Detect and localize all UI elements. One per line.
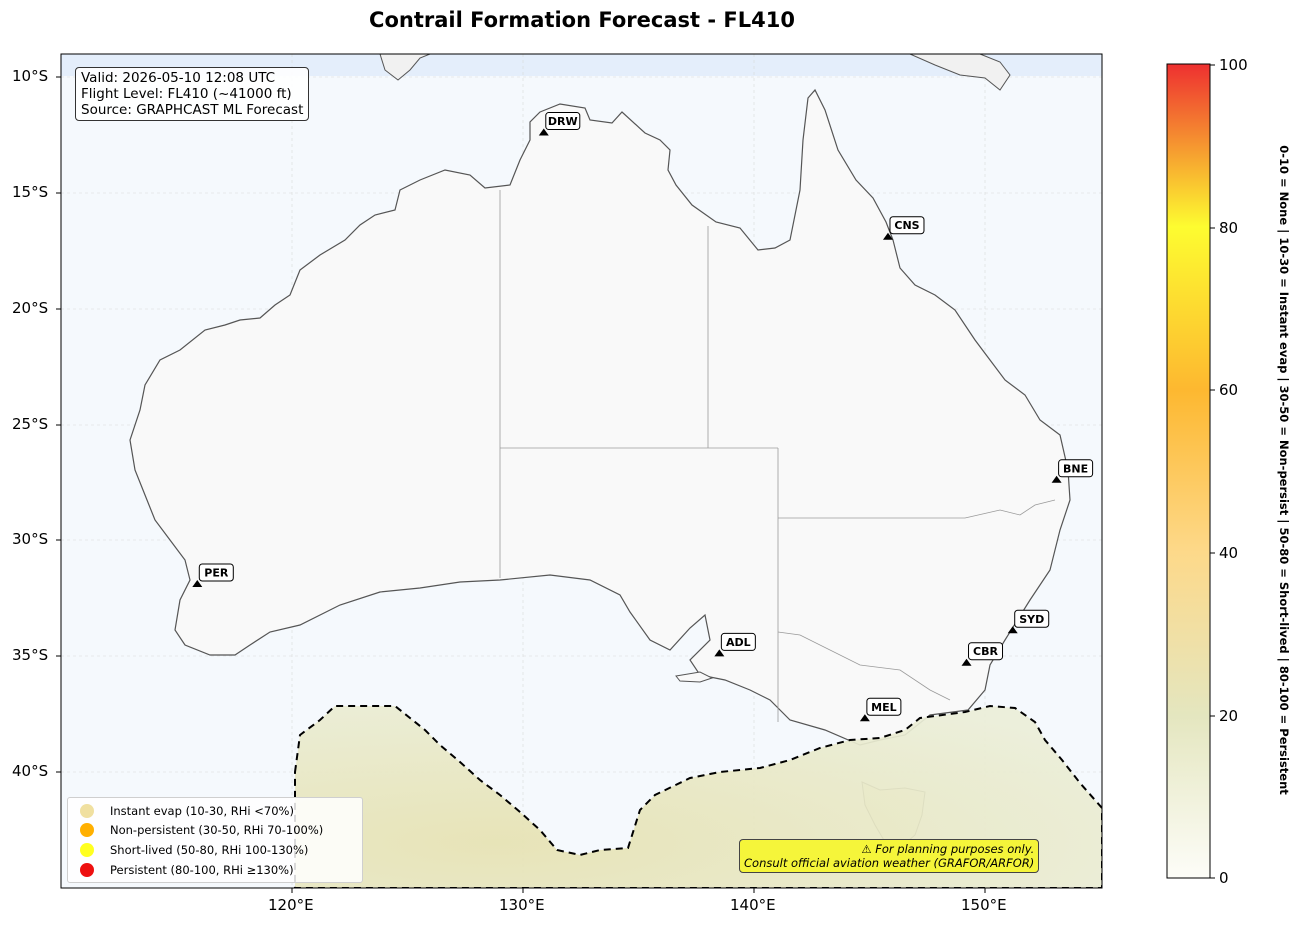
colorbar-tick-label: 40 xyxy=(1219,544,1239,562)
airport-mel: MEL xyxy=(859,697,902,722)
colorbar-ticks xyxy=(1210,64,1215,879)
legend-label: Short-lived (50-80, RHi 100-130%) xyxy=(110,842,309,857)
colorbar-tick-label: 100 xyxy=(1219,56,1248,74)
airport-code-label: CBR xyxy=(973,645,998,658)
airport-drw: DRW xyxy=(538,112,581,136)
airport-per: PER xyxy=(192,563,234,587)
legend-item: Instant evap (10-30, RHi <70%) xyxy=(68,801,362,821)
lat-tick-label: 40°S xyxy=(12,762,49,780)
legend-swatch xyxy=(80,803,94,818)
new-guinea-coast xyxy=(379,54,1011,91)
lon-tick-label: 120°E xyxy=(268,896,314,914)
airport-marker-icon xyxy=(859,714,870,722)
airport-marker-icon xyxy=(882,232,893,240)
legend-item: Short-lived (50-80, RHi 100-130%) xyxy=(68,840,362,860)
airport-adl: ADL xyxy=(714,632,756,657)
forecast-source: Source: GRAPHCAST ML Forecast xyxy=(81,102,304,118)
valid-time: Valid: 2026-05-10 12:08 UTC xyxy=(81,70,276,86)
legend-swatch xyxy=(80,823,94,838)
airport-label-box xyxy=(720,632,756,651)
airport-code-label: ADL xyxy=(726,636,751,649)
warning-line-2: Consult official aviation weather (GRAFO… xyxy=(744,856,1035,870)
lon-tick-label: 140°E xyxy=(730,896,776,914)
airport-marker-icon xyxy=(1007,626,1018,634)
airport-marker-icon xyxy=(538,128,549,136)
airport-code-label: PER xyxy=(204,566,229,579)
colorbar-tick-label: 80 xyxy=(1219,219,1239,237)
airport-code-label: CNS xyxy=(894,219,919,232)
legend-swatch xyxy=(80,862,94,877)
colorbar-label: 0-10 = None | 10-30 = Instant evap | 30-… xyxy=(1277,145,1291,795)
legend-label: Instant evap (10-30, RHi <70%) xyxy=(110,803,294,818)
airport-code-label: SYD xyxy=(1019,613,1044,626)
chart-title: Contrail Formation Forecast - FL410 xyxy=(369,8,795,32)
lat-tick-label: 10°S xyxy=(12,67,49,85)
airport-cns: CNS xyxy=(882,216,925,240)
airport-label-box xyxy=(198,563,234,582)
airport-marker-icon xyxy=(1051,475,1062,483)
airport-code-label: MEL xyxy=(871,701,896,714)
flight-level: Flight Level: FL410 (~41000 ft) xyxy=(81,86,292,102)
airport-label-box xyxy=(866,697,902,716)
airport-label-box xyxy=(1058,459,1094,478)
legend-label: Persistent (80-100, RHi ≥130%) xyxy=(110,862,294,877)
legend-swatch xyxy=(80,842,94,857)
lat-tick-label: 25°S xyxy=(12,415,49,433)
airport-bne: BNE xyxy=(1051,459,1094,483)
warning-line-1: ⚠ For planning purposes only. xyxy=(861,842,1035,856)
airport-code-label: DRW xyxy=(548,115,578,128)
legend-item: Persistent (80-100, RHi ≥130%) xyxy=(68,860,362,880)
airport-syd: SYD xyxy=(1007,609,1050,634)
top-band xyxy=(61,54,1102,76)
airport-marker-icon xyxy=(714,649,725,657)
legend: Instant evap (10-30, RHi <70%) Non-persi… xyxy=(67,797,363,884)
airport-label-box xyxy=(545,112,581,131)
airport-marker-icon xyxy=(961,658,972,666)
lat-tick-label: 15°S xyxy=(12,183,49,201)
legend-item: Non-persistent (30-50, RHi 70-100%) xyxy=(68,821,362,841)
lat-tick-label: 30°S xyxy=(12,530,49,548)
map-frame xyxy=(60,53,1103,889)
state-borders xyxy=(499,190,1056,722)
airport-label-box xyxy=(968,642,1004,661)
airport-label-box xyxy=(889,216,925,235)
lon-tick-label: 150°E xyxy=(961,896,1007,914)
colorbar-tick-label: 20 xyxy=(1219,707,1239,725)
map-area xyxy=(61,54,1102,888)
airport-code-label: BNE xyxy=(1063,462,1088,475)
airport-label-box xyxy=(1014,609,1050,628)
airport-cbr: CBR xyxy=(961,642,1004,666)
colorbar-tick-label: 60 xyxy=(1219,381,1239,399)
colorbar-gradient xyxy=(1166,63,1211,879)
planning-warning: ⚠ For planning purposes only. Consult of… xyxy=(739,839,1040,873)
lat-tick-label: 20°S xyxy=(12,299,49,317)
australia-landmass xyxy=(129,88,1071,746)
forecast-info-box: Valid: 2026-05-10 12:08 UTC Flight Level… xyxy=(75,67,310,121)
axis-ticks xyxy=(56,76,986,893)
lon-tick-label: 130°E xyxy=(499,896,545,914)
airport-markers: DRW CNS BNE PER ADL SYD CBR MEL xyxy=(192,112,1094,722)
kangaroo-island xyxy=(675,671,714,683)
colorbar-tick-label: 0 xyxy=(1219,869,1229,887)
airport-marker-icon xyxy=(192,579,203,587)
lat-tick-label: 35°S xyxy=(12,646,49,664)
legend-label: Non-persistent (30-50, RHi 70-100%) xyxy=(110,823,324,838)
